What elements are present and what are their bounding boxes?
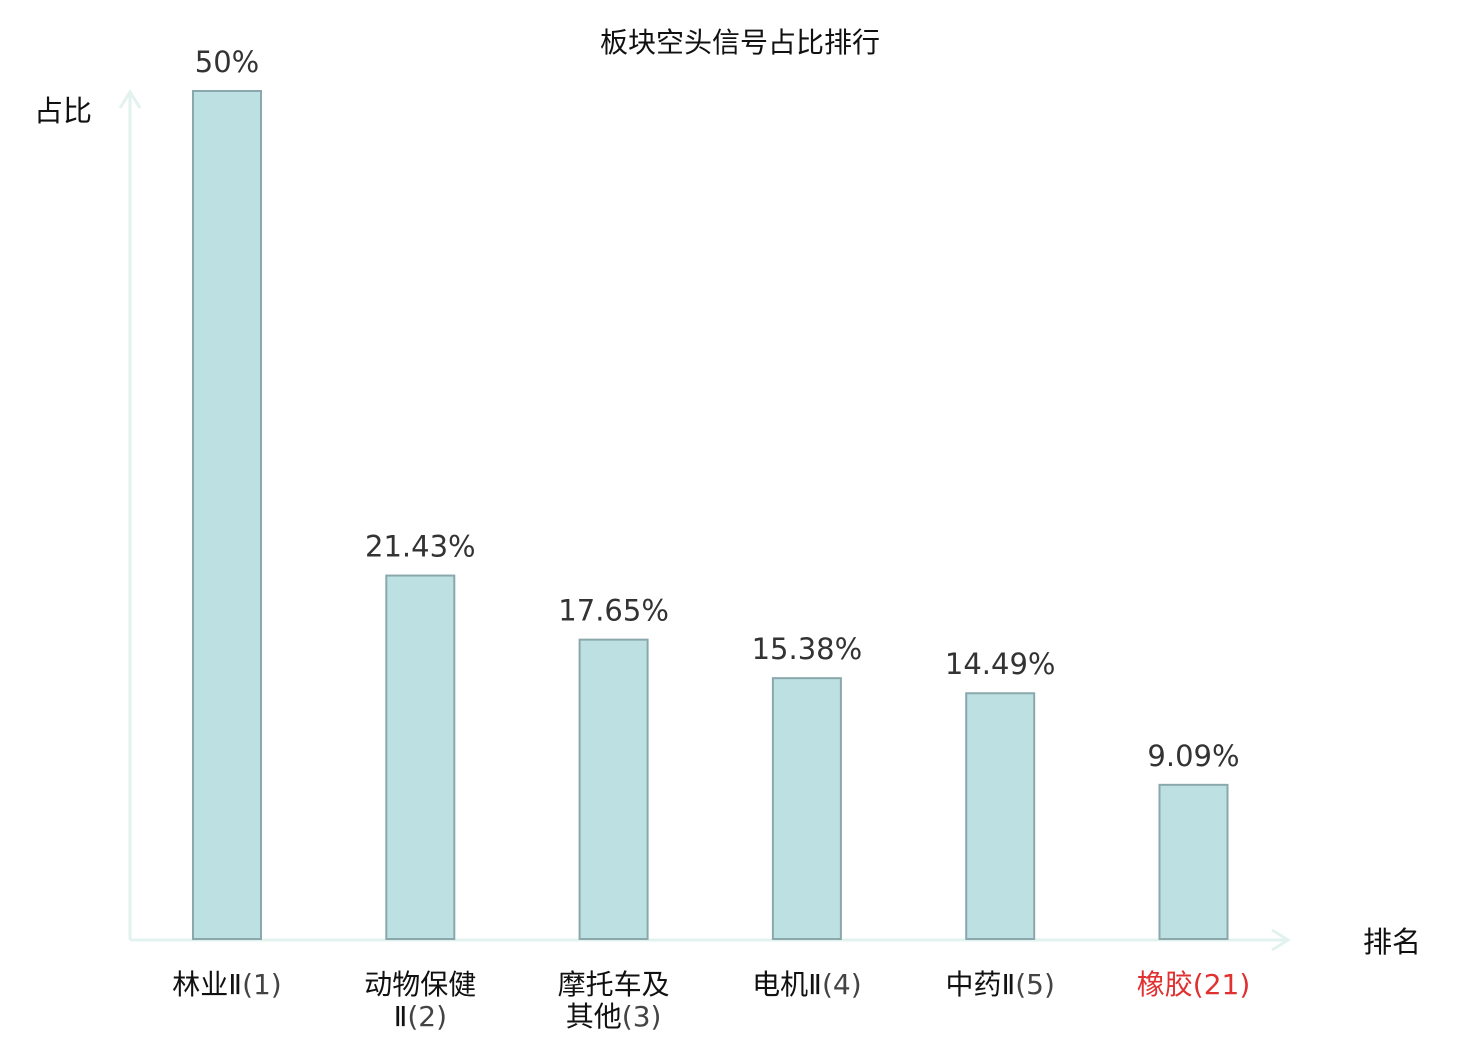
tick-label-3-line-0: 电机Ⅱ xyxy=(752,968,822,1001)
tick-rank-4: (5) xyxy=(1015,968,1055,1001)
tick-label-1-line-1: Ⅱ xyxy=(394,1000,408,1033)
bar-0 xyxy=(192,90,262,940)
bar-1 xyxy=(385,574,456,940)
data-label-3: 15.38% xyxy=(752,632,863,666)
tick-label-2: 摩托车及其他(3) xyxy=(558,968,670,1033)
y-axis-label: 占比 xyxy=(34,94,92,128)
tick-label-0-line-0: 林业Ⅱ xyxy=(172,968,242,1001)
axes xyxy=(118,89,1291,952)
tick-label-2-line-1: 其他 xyxy=(566,1000,622,1033)
data-label-1: 21.43% xyxy=(365,530,476,564)
data-label-2: 17.65% xyxy=(558,594,669,628)
tick-labels-group: 林业Ⅱ(1) 动物保健 Ⅱ(2) 摩托车及其他(3) 电机Ⅱ(4) 中药Ⅱ(5) 橡胶(21… xyxy=(172,968,1250,1033)
tick-label-1-line-0: 动物保健 xyxy=(364,968,476,1001)
data-label-4: 14.49% xyxy=(945,647,1056,681)
x-axis-label: 排名 xyxy=(1363,925,1421,959)
tick-label-0: 林业Ⅱ(1) xyxy=(172,968,281,1001)
tick-rank-5: (21) xyxy=(1193,968,1250,1001)
tick-label-3: 电机Ⅱ(4) xyxy=(752,968,861,1001)
y-axis-arrow xyxy=(118,89,142,109)
tick-label-1: 动物保健 Ⅱ(2) xyxy=(364,968,476,1033)
value-labels-group: 50% 21.43% 17.65% 15.38% 14.49% 9.09% xyxy=(195,45,1240,773)
tick-rank-3: (4) xyxy=(822,968,862,1001)
bar-3 xyxy=(771,677,842,940)
x-axis-arrow xyxy=(1271,928,1291,952)
tick-rank-2: (3) xyxy=(622,1000,662,1033)
data-label-0: 50% xyxy=(195,45,259,79)
bar-4 xyxy=(965,692,1036,940)
tick-rank-1: (2) xyxy=(407,1000,447,1033)
tick-rank-0: (1) xyxy=(242,968,282,1001)
tick-label-5: 橡胶(21) xyxy=(1137,968,1251,1001)
data-label-5: 9.09% xyxy=(1147,739,1239,773)
tick-label-2-line-0: 摩托车及 xyxy=(558,968,670,1001)
bar-5 xyxy=(1158,783,1229,941)
chart-title: 板块空头信号占比排行 xyxy=(600,26,880,59)
tick-label-5-line-0: 橡胶 xyxy=(1137,968,1193,1001)
bar-2 xyxy=(578,638,649,940)
tick-label-4-line-0: 中药Ⅱ xyxy=(945,968,1015,1001)
tick-label-4: 中药Ⅱ(5) xyxy=(945,968,1054,1001)
bars-group xyxy=(192,90,1229,941)
